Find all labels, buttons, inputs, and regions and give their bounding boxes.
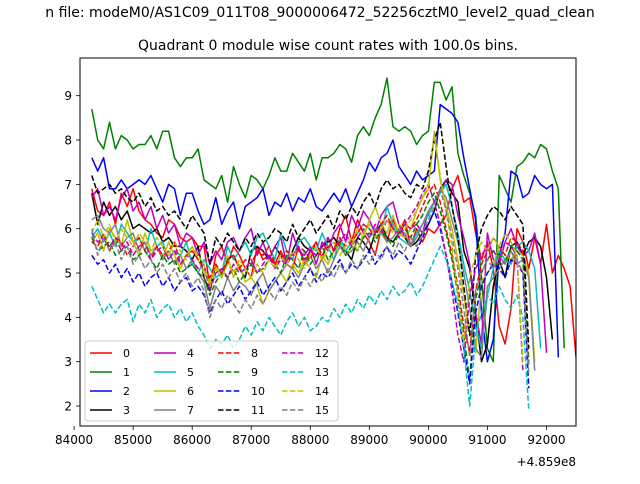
series-line-8 xyxy=(91,183,530,362)
legend-label-9: 9 xyxy=(251,366,258,379)
x-tick-label: 84000 xyxy=(55,433,93,447)
y-tick-label: 2 xyxy=(64,400,72,414)
x-tick-label: 90000 xyxy=(409,433,447,447)
y-tick-label: 6 xyxy=(64,222,72,236)
legend-label-11: 11 xyxy=(251,404,265,417)
x-axis: 84000 85000 86000 87000 88000 89000 90000 91000… xyxy=(55,426,566,447)
x-tick-label: 86000 xyxy=(173,433,211,447)
series-layer xyxy=(91,77,576,411)
figure-suptitle: n file: modeM0/AS1C09_011T08_9000006472_… xyxy=(45,5,594,21)
x-tick-label: 89000 xyxy=(350,433,388,447)
series-line-11 xyxy=(91,121,530,349)
x-tick-label: 91000 xyxy=(468,433,506,447)
x-tick-label: 88000 xyxy=(291,433,329,447)
y-tick-label: 4 xyxy=(64,311,72,325)
legend-label-4: 4 xyxy=(187,347,194,360)
chart-title: Quadrant 0 module wise count rates with … xyxy=(138,38,518,54)
legend-label-5: 5 xyxy=(187,366,194,379)
y-axis: 2 3 4 5 6 7 8 9 xyxy=(64,89,80,414)
legend-label-15: 15 xyxy=(315,404,329,417)
series-line-13 xyxy=(91,245,530,411)
y-tick-label: 3 xyxy=(64,355,72,369)
series-line-15 xyxy=(91,188,530,376)
x-tick-label: 87000 xyxy=(232,433,270,447)
legend-label-6: 6 xyxy=(187,385,194,398)
legend-label-14: 14 xyxy=(315,385,329,398)
legend-label-1: 1 xyxy=(123,366,130,379)
series-line-12 xyxy=(91,183,524,371)
x-tick-label: 92000 xyxy=(527,433,565,447)
series-line-14 xyxy=(91,134,524,362)
y-tick-label: 8 xyxy=(64,134,72,148)
x-tick-label: 85000 xyxy=(114,433,152,447)
series-line-10 xyxy=(91,210,530,389)
y-tick-label: 5 xyxy=(64,267,72,281)
legend-box xyxy=(84,340,339,422)
y-tick-label: 9 xyxy=(64,89,72,103)
legend-label-8: 8 xyxy=(251,347,258,360)
legend-label-7: 7 xyxy=(187,404,194,417)
legend-label-12: 12 xyxy=(315,347,329,360)
series-line-1 xyxy=(91,77,565,363)
x-offset-label: +4.859e8 xyxy=(517,455,576,469)
legend-label-10: 10 xyxy=(251,385,265,398)
legend-label-0: 0 xyxy=(123,347,130,360)
y-tick-label: 7 xyxy=(64,178,72,192)
legend-label-2: 2 xyxy=(123,385,130,398)
legend-label-3: 3 xyxy=(123,404,130,417)
plot-frame xyxy=(79,57,577,427)
legend-label-13: 13 xyxy=(315,366,329,379)
